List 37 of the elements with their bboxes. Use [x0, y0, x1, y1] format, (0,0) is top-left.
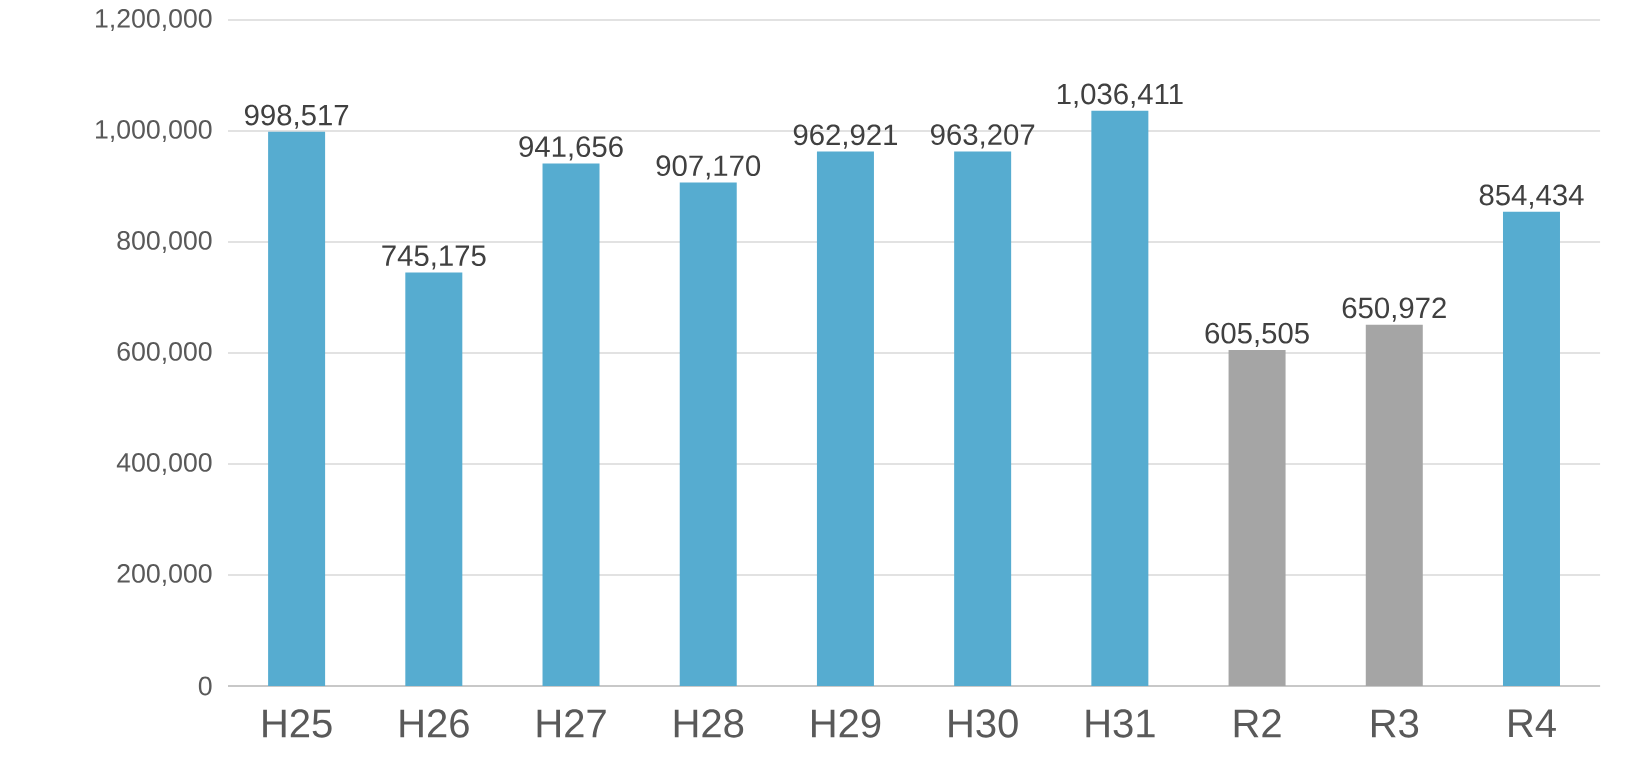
- data-label: 854,434: [1479, 184, 1584, 209]
- bar: [816, 151, 874, 686]
- bar: [268, 131, 326, 686]
- x-tick-label: R4: [1509, 709, 1556, 737]
- data-label: 1,036,411: [1057, 83, 1183, 108]
- x-tick-label: H28: [674, 709, 744, 738]
- x-tick-label: H27: [537, 709, 606, 738]
- bar: [1091, 110, 1149, 686]
- bar: [1365, 324, 1423, 686]
- y-tick-label: 200,000: [117, 563, 212, 587]
- x-tick-label: H30: [949, 709, 1018, 738]
- data-label: 998,517: [244, 104, 349, 129]
- x-tick-label: H25: [263, 709, 332, 738]
- data-label: 745,175: [382, 245, 486, 270]
- x-tick-label: H31: [1086, 709, 1155, 738]
- bar: [1502, 211, 1560, 686]
- data-label: 650,972: [1342, 297, 1446, 322]
- data-label: 605,505: [1205, 322, 1309, 347]
- y-tick-label: 1,200,000: [96, 8, 212, 32]
- bar: [542, 163, 600, 686]
- y-tick-label: 400,000: [116, 452, 212, 476]
- bar: [1228, 349, 1286, 686]
- data-label: 907,170: [656, 155, 761, 180]
- bar: [405, 272, 463, 686]
- data-label: 941,656: [519, 136, 623, 161]
- y-tick-label: 0: [198, 676, 212, 696]
- y-tick-label: 600,000: [117, 341, 212, 365]
- bar: [954, 151, 1012, 686]
- data-label: 962,921: [793, 124, 898, 149]
- x-tick-label: H26: [400, 709, 469, 738]
- bar: [679, 182, 737, 686]
- y-tick-label: 1,000,000: [96, 119, 212, 143]
- x-tick-label: H29: [812, 709, 881, 738]
- y-tick-label: 800,000: [117, 230, 212, 254]
- x-tick-label: R2: [1234, 709, 1281, 738]
- x-tick-label: R3: [1371, 709, 1419, 738]
- data-label: 963,207: [931, 124, 1035, 149]
